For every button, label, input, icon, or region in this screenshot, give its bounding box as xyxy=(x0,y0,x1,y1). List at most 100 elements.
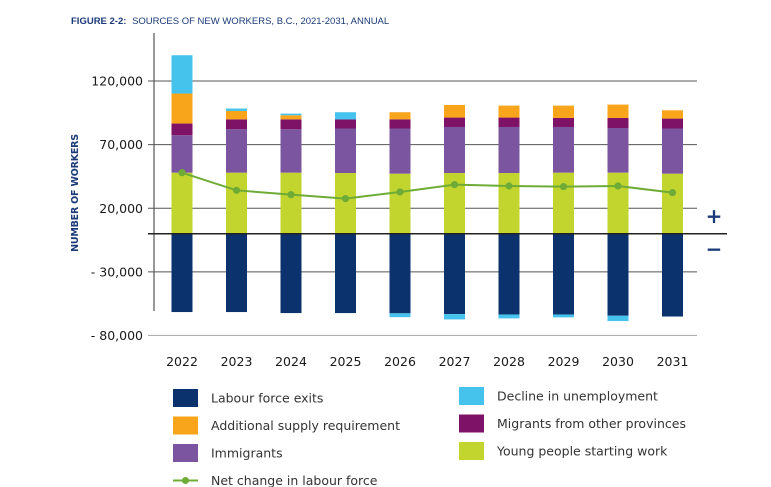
x-axis-ticks: 2022 2023 2024 2025 2026 2027 2028 2029 2030 2031 xyxy=(166,354,688,369)
legend-label: Migrants from other provinces xyxy=(497,416,686,431)
y-tick-label: 120,000 xyxy=(91,74,143,89)
bar-labour-force-exits xyxy=(335,233,356,314)
bar-immigrants xyxy=(607,127,629,173)
bar-labour-force-exits xyxy=(280,233,302,314)
bar-labour-force-exits xyxy=(444,233,465,315)
x-tick-label: 2029 xyxy=(548,354,580,369)
bar-labour-force-exits xyxy=(389,233,411,314)
y-axis-label: NUMBER OF WORKERS xyxy=(70,134,81,252)
bar-labour-force-exits xyxy=(171,233,193,313)
bar-additional-supply-requirement xyxy=(280,115,302,120)
legend-label: Decline in unemployment xyxy=(497,389,658,404)
x-tick-label: 2023 xyxy=(221,354,253,369)
x-tick-label: 2026 xyxy=(384,354,416,369)
bar-immigrants xyxy=(171,135,193,173)
bar-young-people-starting-work xyxy=(553,172,574,234)
bar-additional-supply-requirement xyxy=(171,93,193,124)
bar-immigrants xyxy=(444,126,465,174)
y-axis-ticks: 120,000 70,000 20,000 - 30,000 - 80,000 xyxy=(91,74,143,343)
bar-group-2023 xyxy=(226,108,247,313)
bar-decline-in-unemployment xyxy=(171,55,193,94)
bar-young-people-starting-work xyxy=(280,172,302,234)
legend-label: Young people starting work xyxy=(496,444,668,459)
x-tick-label: 2030 xyxy=(602,354,634,369)
bar-additional-supply-requirement xyxy=(607,104,629,118)
chart-title: FIGURE 2-2: SOURCES OF NEW WORKERS, B.C.… xyxy=(71,16,389,27)
bar-young-people-starting-work xyxy=(171,172,193,234)
net-change-point xyxy=(178,169,186,177)
bar-migrants-from-other-provinces xyxy=(171,123,193,136)
legend-label: Immigrants xyxy=(211,446,283,461)
legend-item-immigrants: Immigrants xyxy=(173,444,283,462)
bar-additional-supply-requirement xyxy=(498,105,520,118)
bar-additional-supply-requirement xyxy=(226,110,247,120)
bar-labour-force-exits xyxy=(553,233,574,315)
bar-immigrants xyxy=(662,128,683,174)
bar-immigrants xyxy=(389,128,411,174)
bar-group-2024 xyxy=(280,113,302,314)
x-tick-label: 2025 xyxy=(330,354,362,369)
legend-label: Labour force exits xyxy=(211,391,323,406)
legend-swatch xyxy=(459,414,484,433)
legend-swatch xyxy=(459,387,484,405)
legend-swatch xyxy=(173,389,198,407)
bar-labour-force-exits xyxy=(607,233,629,316)
y-tick-label: 70,000 xyxy=(99,137,143,152)
y-tick-label: 20,000 xyxy=(99,201,143,216)
bar-migrants-from-other-provinces xyxy=(335,119,356,129)
bar-migrants-from-other-provinces xyxy=(553,117,574,127)
bar-decline-in-unemployment xyxy=(226,108,247,111)
x-tick-label: 2024 xyxy=(275,354,307,369)
x-tick-label: 2022 xyxy=(166,354,198,369)
legend-item-net-change-in-labour-force: Net change in labour force xyxy=(173,473,378,487)
bar-migrants-from-other-provinces xyxy=(226,119,247,130)
bar-immigrants xyxy=(498,126,520,174)
bar-decline-in-unemployment xyxy=(444,314,465,320)
legend-swatch xyxy=(459,442,484,460)
bar-group-2029 xyxy=(553,105,574,318)
net-change-path xyxy=(181,171,673,200)
legend-item-migrants-from-other-provinces: Migrants from other provinces xyxy=(459,414,686,433)
legend-label: Net change in labour force xyxy=(211,473,378,487)
net-change-point xyxy=(505,182,513,190)
bar-decline-in-unemployment xyxy=(335,112,356,120)
bar-group-2028 xyxy=(498,105,520,319)
legend-item-labour-force-exits: Labour force exits xyxy=(173,389,323,407)
bar-labour-force-exits xyxy=(498,233,520,315)
bar-group-2026 xyxy=(389,112,411,318)
minus-sign: − xyxy=(706,237,723,261)
legend-swatch xyxy=(173,416,198,435)
bar-decline-in-unemployment xyxy=(607,315,629,322)
net-change-point xyxy=(396,188,404,196)
bars xyxy=(171,55,683,322)
net-change-point xyxy=(287,191,295,199)
bar-young-people-starting-work xyxy=(389,173,411,234)
x-tick-label: 2031 xyxy=(657,354,689,369)
bar-immigrants xyxy=(553,126,574,173)
y-tick-label: - 80,000 xyxy=(91,328,143,343)
bar-group-2031 xyxy=(662,110,683,317)
bar-migrants-from-other-provinces xyxy=(280,119,302,130)
bar-young-people-starting-work xyxy=(335,173,356,234)
bar-additional-supply-requirement xyxy=(553,105,574,118)
bar-additional-supply-requirement xyxy=(444,104,465,118)
net-change-point xyxy=(232,186,241,194)
bar-group-2027 xyxy=(444,104,465,320)
net-change-line xyxy=(178,169,677,203)
legend-item-additional-supply-requirement: Additional supply requirement xyxy=(173,416,400,435)
bar-young-people-starting-work xyxy=(662,173,683,234)
bar-decline-in-unemployment xyxy=(280,113,302,116)
bar-migrants-from-other-provinces xyxy=(498,117,520,127)
bar-migrants-from-other-provinces xyxy=(607,117,629,128)
legend: Labour force exits Additional supply requ… xyxy=(173,387,686,487)
bar-young-people-starting-work xyxy=(607,172,629,234)
legend-item-decline-in-unemployment: Decline in unemployment xyxy=(459,387,658,405)
x-tick-label: 2027 xyxy=(439,354,471,369)
net-change-point xyxy=(614,182,622,190)
bar-labour-force-exits xyxy=(226,233,247,313)
bar-group-2030 xyxy=(607,104,629,322)
chart-title-text: SOURCES OF NEW WORKERS, B.C., 2021-2031,… xyxy=(132,16,389,27)
bar-immigrants xyxy=(226,129,247,173)
bar-migrants-from-other-provinces xyxy=(662,118,683,129)
